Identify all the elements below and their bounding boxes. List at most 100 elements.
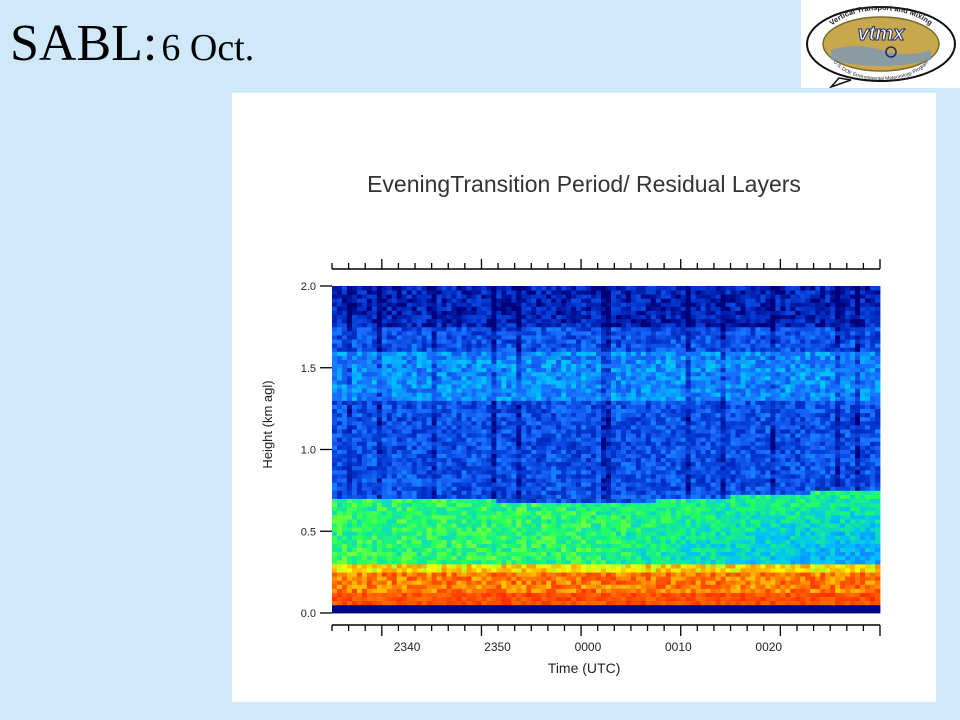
heatmap-cell: [506, 290, 512, 295]
heatmap-cell: [436, 523, 442, 528]
heatmap-cell: [416, 441, 423, 446]
heatmap-cell: [436, 482, 442, 487]
heatmap-cell: [511, 510, 517, 516]
heatmap-cell: [625, 322, 632, 328]
heatmap-cell: [421, 298, 428, 303]
heatmap-cell: [332, 392, 338, 397]
heatmap-cell: [511, 461, 517, 467]
heatmap-cell: [615, 510, 622, 516]
heatmap-cell: [491, 543, 497, 548]
heatmap-cell: [456, 351, 462, 356]
heatmap-cell: [566, 343, 572, 348]
heatmap-cell: [366, 580, 373, 585]
heatmap-cell: [635, 424, 642, 430]
heatmap-cell: [491, 535, 497, 540]
heatmap-cell: [625, 335, 632, 340]
heatmap-cell: [625, 310, 632, 316]
heatmap-cell: [516, 424, 522, 430]
heatmap-cell: [471, 408, 477, 414]
heatmap-cell: [411, 363, 418, 369]
heatmap-cell: [401, 494, 408, 499]
heatmap-cell: [601, 322, 607, 328]
heatmap-cell: [491, 384, 497, 389]
heatmap-cell: [591, 572, 597, 577]
heatmap-cell: [361, 510, 368, 516]
heatmap-cell: [601, 408, 607, 414]
heatmap-cell: [556, 396, 562, 401]
heatmap-cell: [341, 437, 348, 442]
heatmap-cell: [471, 335, 477, 340]
heatmap-cell: [556, 535, 562, 540]
heatmap-cell: [336, 384, 343, 389]
heatmap-cell: [336, 445, 343, 450]
heatmap-cell: [566, 380, 572, 385]
heatmap-cell: [346, 416, 353, 422]
heatmap-cell: [406, 568, 413, 573]
heatmap-cell: [471, 572, 477, 577]
heatmap-cell: [376, 396, 383, 401]
heatmap-cell: [526, 449, 532, 454]
heatmap-cell: [546, 290, 552, 295]
heatmap-cell: [596, 339, 602, 344]
heatmap-cell: [491, 326, 497, 332]
heatmap-cell: [601, 429, 607, 434]
heatmap-cell: [620, 351, 627, 356]
heatmap-cell: [421, 396, 428, 401]
heatmap-cell: [386, 294, 393, 299]
heatmap-cell: [416, 437, 423, 442]
heatmap-cell: [566, 359, 572, 365]
heatmap-cell: [586, 518, 592, 524]
heatmap-cell: [496, 367, 502, 373]
heatmap-cell: [486, 343, 492, 348]
heatmap-cell: [332, 498, 338, 504]
heatmap-cell: [406, 359, 413, 365]
heatmap-cell: [581, 568, 587, 573]
heatmap-cell: [591, 384, 597, 389]
heatmap-cell: [610, 433, 617, 438]
heatmap-cell: [386, 584, 393, 589]
heatmap-cell: [416, 310, 423, 316]
heatmap-cell: [431, 359, 438, 365]
heatmap-cell: [620, 322, 627, 328]
heatmap-cell: [536, 490, 542, 495]
heatmap-cell: [496, 375, 502, 381]
heatmap-cell: [441, 318, 447, 324]
heatmap-cell: [371, 527, 378, 532]
heatmap-cell: [531, 551, 537, 557]
heatmap-cell: [416, 498, 423, 504]
heatmap-cell: [571, 555, 577, 561]
heatmap-cell: [511, 600, 517, 606]
heatmap-cell: [566, 412, 572, 418]
heatmap-cell: [336, 535, 343, 540]
heatmap-cell: [481, 314, 487, 320]
heatmap-cell: [341, 420, 348, 426]
heatmap-cell: [451, 486, 457, 491]
heatmap-cell: [596, 318, 602, 324]
heatmap-cell: [630, 294, 637, 299]
heatmap-cell: [541, 596, 547, 602]
heatmap-cell: [581, 380, 587, 385]
heatmap-cell: [581, 449, 587, 454]
heatmap-cell: [635, 408, 642, 414]
heatmap-cell: [491, 514, 497, 520]
heatmap-cell: [571, 294, 577, 299]
heatmap-cell: [576, 375, 582, 381]
heatmap-cell: [511, 392, 517, 397]
heatmap-cell: [620, 310, 627, 316]
heatmap-cell: [341, 310, 348, 316]
heatmap-cell: [446, 429, 452, 434]
heatmap-cell: [396, 518, 403, 524]
heatmap-cell: [391, 429, 398, 434]
heatmap-cell: [481, 584, 487, 589]
heatmap-cell: [536, 343, 542, 348]
heatmap-cell: [351, 510, 358, 516]
heatmap-cell: [346, 306, 353, 311]
heatmap-cell: [461, 604, 467, 610]
heatmap-cell: [556, 355, 562, 360]
heatmap-cell: [486, 596, 492, 602]
heatmap-cell: [361, 539, 368, 544]
heatmap-cell: [486, 474, 492, 479]
heatmap-cell: [566, 371, 572, 377]
heatmap-cell: [531, 527, 537, 532]
heatmap-cell: [426, 596, 433, 602]
